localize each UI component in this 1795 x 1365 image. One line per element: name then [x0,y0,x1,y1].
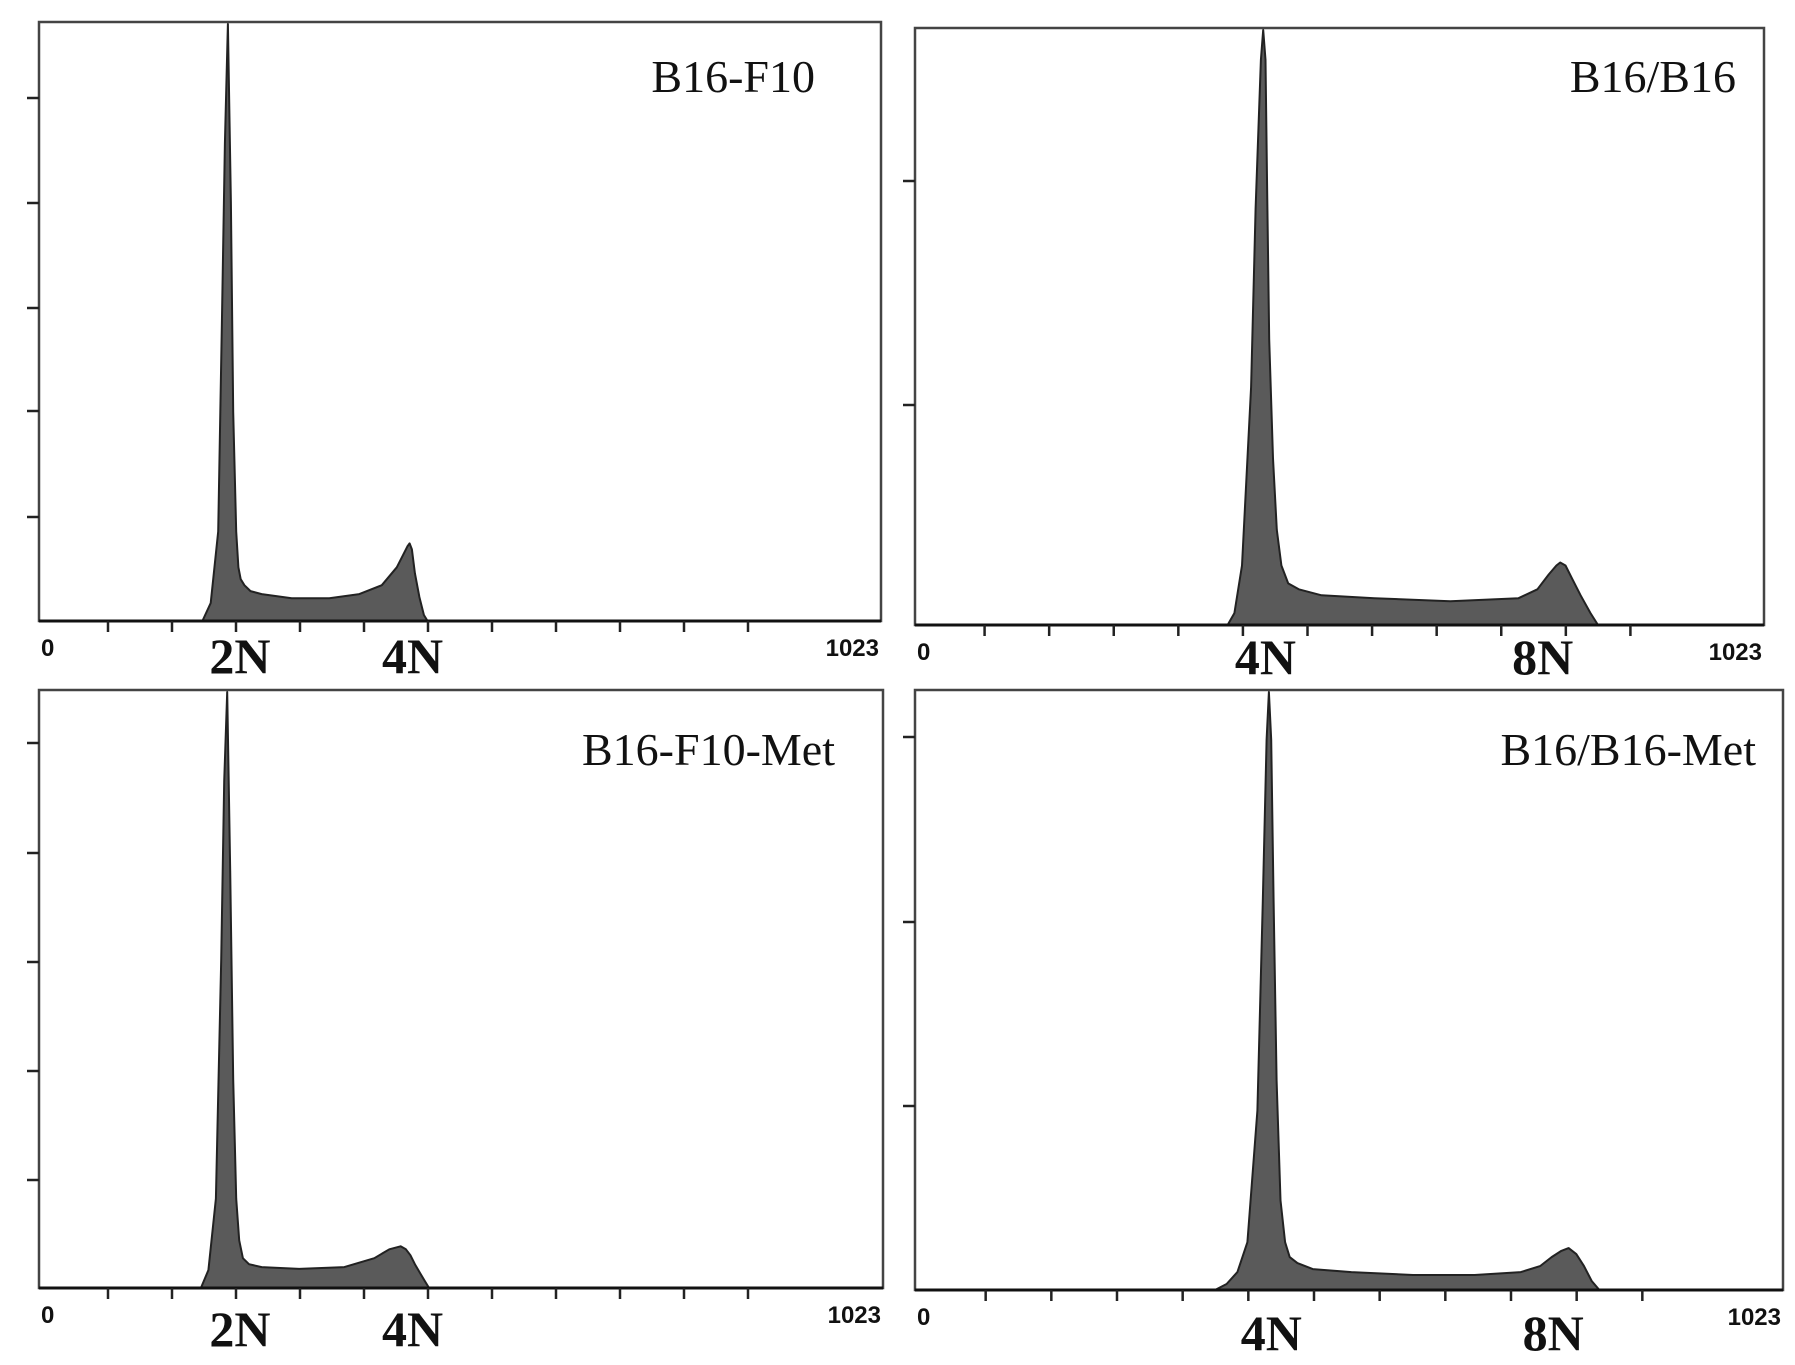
histogram-area [1226,29,1599,626]
x-axis-max-label: 1023 [1728,1304,1781,1331]
histogram-panel-3: 0 1023 2N 4N B16-F10-Met [27,688,885,1357]
panel-title: B16-F10-Met [582,724,835,775]
plot-frame [913,688,1785,1292]
x-axis-max-label: 1023 [826,635,879,662]
ploidy-label-4n: 4N [1241,1305,1302,1361]
x-axis-min-label: 0 [917,639,930,666]
x-axis-min-label: 0 [41,635,54,662]
x-axis-min-label: 0 [41,1302,54,1329]
panel-title: B16/B16-Met [1500,724,1756,775]
histogram-panel-1: 0 1023 2N 4N B16-F10 [27,20,883,684]
histogram-area [199,691,431,1289]
plot-frame [913,26,1766,627]
ploidy-label-8n: 8N [1512,629,1573,685]
histogram-area [201,23,429,622]
panel-title: B16/B16 [1570,51,1736,102]
plot-frame [37,20,883,623]
ploidy-label-4n: 4N [382,1301,443,1357]
panel-title: B16-F10 [651,51,815,102]
histogram-panel-2: 0 1023 4N 8N B16/B16 [903,26,1766,685]
histogram-area [1214,691,1601,1291]
plot-frame [37,688,885,1290]
x-axis-max-label: 1023 [1709,639,1762,666]
ploidy-label-4n: 4N [1235,629,1296,685]
x-axis-max-label: 1023 [828,1302,881,1329]
ploidy-label-2n: 2N [209,628,270,684]
histogram-panel-4: 0 1023 4N 8N B16/B16-Met [903,688,1785,1361]
ploidy-label-4n: 4N [382,628,443,684]
ploidy-label-2n: 2N [209,1301,270,1357]
x-axis-min-label: 0 [917,1304,930,1331]
ploidy-label-8n: 8N [1523,1305,1584,1361]
